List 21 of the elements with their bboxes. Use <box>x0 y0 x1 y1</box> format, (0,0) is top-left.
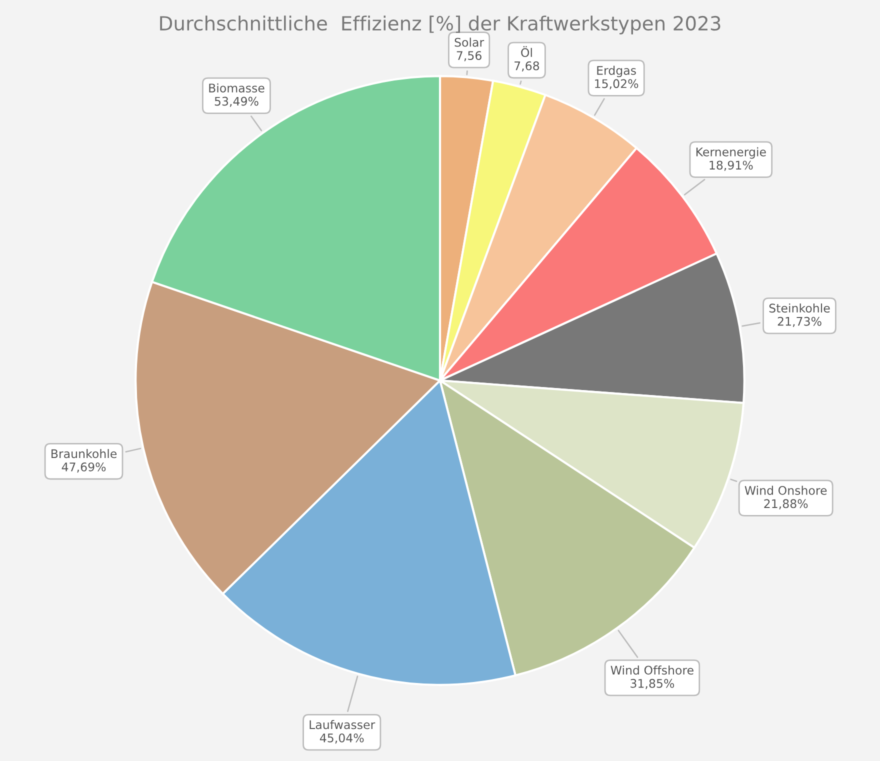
data-label: 21,73% <box>778 316 822 328</box>
slice-label: Laufwasser <box>310 720 376 730</box>
data-label: 31,85% <box>630 678 674 690</box>
data-label: 53,49% <box>214 96 258 107</box>
data-label: 45,04% <box>320 733 364 744</box>
slice-label: Biomasse <box>209 83 264 92</box>
slice-label: Öl <box>521 46 532 58</box>
slice-label: Braunkohle <box>52 449 117 458</box>
data-label: 15,02% <box>595 79 638 90</box>
slice-label: Solar <box>454 38 484 47</box>
slice-label: Kernenergie <box>696 147 766 159</box>
slice-label: Steinkohle <box>769 303 830 313</box>
data-label: 18,91% <box>710 160 753 171</box>
chart-title: Durchschnittliche Effizienz [%] der Kraftwerkstypen 2023 <box>160 16 720 34</box>
slice-label: Wind Offshore <box>610 666 694 675</box>
slice-label: Wind Onshore <box>744 486 827 495</box>
data-label: 21,88% <box>764 499 808 510</box>
data-label: 7,56 <box>456 51 482 62</box>
data-label: 47,69% <box>62 462 106 473</box>
data-label: 7,68 <box>514 61 540 72</box>
slice-label: Erdgas <box>597 66 636 78</box>
